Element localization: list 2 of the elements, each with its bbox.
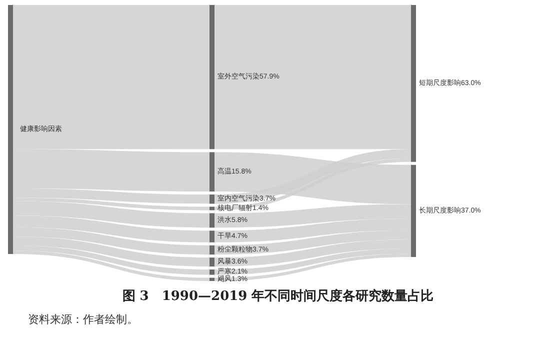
text: 资料来源：作者绘制。 — [28, 312, 138, 327]
text: 图 3 1990—2019 年不同时间尺度各研究数量占比 — [121, 288, 435, 305]
